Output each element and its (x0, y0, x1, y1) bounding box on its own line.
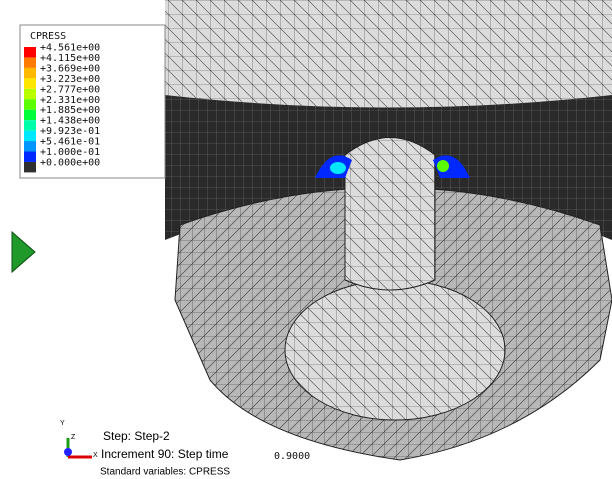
variables-text: Standard variables: CPRESS (100, 467, 230, 478)
legend-title: CPRESS (30, 31, 66, 42)
legend-swatch (24, 78, 36, 89)
legend-box (19, 24, 166, 179)
increment-text: Increment 90: Step time (101, 447, 229, 461)
triad: Y Z X (60, 420, 98, 459)
model (11, 0, 612, 461)
legend: CPRESS +4.561e+00+4.115e+00+3.669e+00+3.… (19, 24, 166, 179)
legend-label: +0.000e+00 (40, 157, 100, 168)
increment-value: 0.9000 (274, 451, 310, 462)
legend-label: +2.777e+00 (40, 84, 100, 95)
legend-label: +3.223e+00 (40, 74, 100, 85)
legend-label: +1.000e-01 (40, 147, 100, 158)
legend-swatch (24, 120, 36, 131)
legend-swatch (24, 161, 36, 173)
legend-swatch (24, 151, 36, 162)
legend-label: +1.885e+00 (40, 105, 100, 116)
legend-label: +1.438e+00 (40, 116, 100, 127)
legend-swatch (24, 88, 36, 100)
legend-swatch (24, 47, 36, 58)
legend-label: +5.461e-01 (40, 137, 100, 148)
legend-label: +3.669e+00 (40, 63, 100, 74)
triad-x: X (93, 452, 98, 459)
legend-label: +4.561e+00 (40, 43, 100, 54)
triad-y: Y (60, 420, 65, 427)
legend-label: +4.115e+00 (40, 53, 100, 64)
triad-z: Z (71, 434, 76, 441)
legend-label: +9.923e-01 (40, 126, 100, 137)
legend-swatch (24, 141, 36, 152)
legend-swatch (24, 99, 36, 110)
legend-swatch (24, 57, 36, 68)
legend-label: +2.331e+00 (40, 95, 100, 106)
legend-swatch (24, 130, 36, 142)
step-text: Step: Step-2 (103, 429, 170, 443)
legend-swatch (24, 67, 36, 79)
legend-swatch (24, 109, 36, 121)
